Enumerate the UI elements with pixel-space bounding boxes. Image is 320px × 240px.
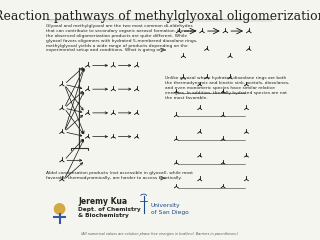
Text: Jeremy Kua: Jeremy Kua	[78, 197, 127, 206]
Text: Glyoxal and methylglyoxal are the two most common di-aldehydes
that can contribu: Glyoxal and methylglyoxal are the two mo…	[45, 24, 197, 52]
Text: Dept. of Chemistry
& Biochemistry: Dept. of Chemistry & Biochemistry	[78, 207, 141, 218]
Text: (All numerical values are solution phase free energies in kcal/mol. Barriers in : (All numerical values are solution phase…	[81, 232, 239, 236]
Text: Reaction pathways of methylglyoxal oligomerization: Reaction pathways of methylglyoxal oligo…	[0, 10, 320, 23]
Text: Aldol condensation products (not accessible in glyoxal), while most
favorable th: Aldol condensation products (not accessi…	[45, 171, 193, 180]
Text: University
of San Diego: University of San Diego	[151, 203, 188, 215]
Text: Unlike glyoxal where hydrated dioxolane rings are both
the thermodynamic and kin: Unlike glyoxal where hydrated dioxolane …	[165, 76, 289, 100]
Circle shape	[54, 204, 65, 214]
